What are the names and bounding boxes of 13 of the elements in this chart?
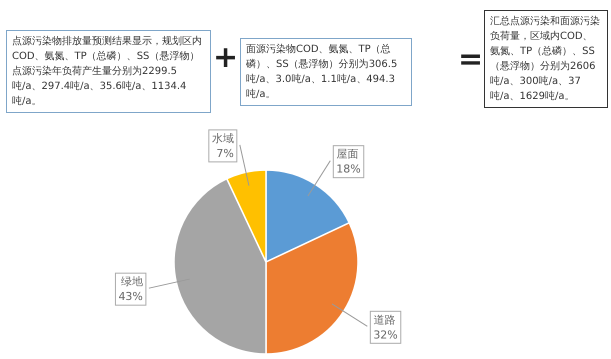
slice-label: 道路 xyxy=(373,313,396,326)
slice-label: 屋面 xyxy=(336,148,358,161)
text: = xyxy=(458,42,484,77)
text: 面源污染物COD、氨氮、TP（总磷）、SS（悬浮物）分别为306.5吨/a、3.0吨/a、1.1吨/a、494.3吨/a。 xyxy=(240,38,412,106)
text: + xyxy=(213,40,238,75)
text: 点源污染物排放量预测结果显示，规划区内COD、氨氮、TP（总磷）、SS（悬浮物）点源污染年负荷产生量分别为2299.5吨/a、297.4吨/a、35.6吨/a、1134.4吨/a。 xyxy=(6,30,211,113)
data-label: 43% xyxy=(118,290,143,304)
data-label: 18% xyxy=(336,162,361,176)
slice-label: 水域 xyxy=(212,132,234,145)
text: 汇总点源污染和面源污染负荷量，区域内COD、氨氮、TP（总磷）、SS（悬浮物）分别为2606吨/a、300吨/a、37吨/a、1629吨/a。 xyxy=(484,10,608,108)
data-label: 32% xyxy=(373,328,398,342)
slice-label: 绿地 xyxy=(120,275,143,288)
data-label: 7% xyxy=(216,146,234,160)
